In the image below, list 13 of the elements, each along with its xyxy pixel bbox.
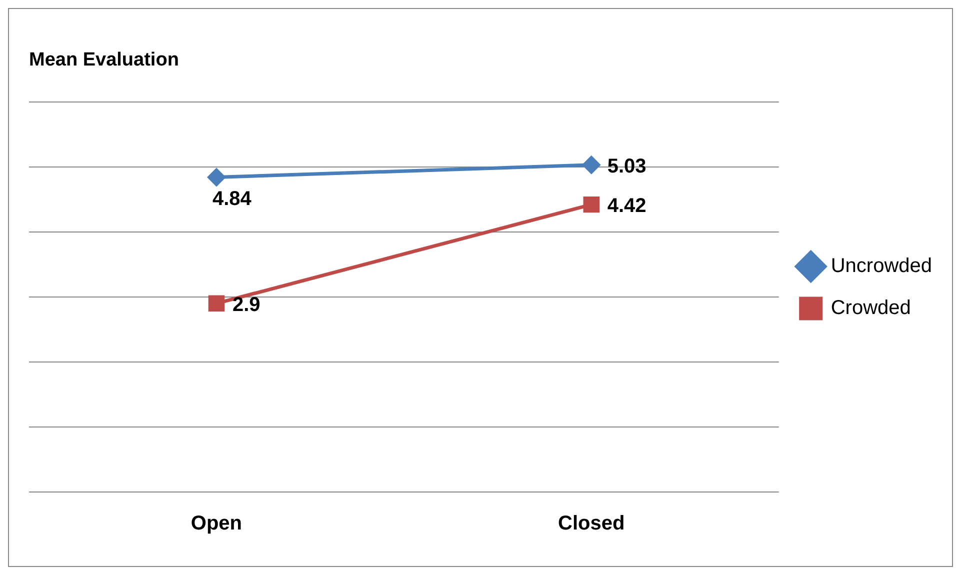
- chart-title: Mean Evaluation: [29, 50, 179, 71]
- point: [582, 156, 600, 174]
- data-label: 5.03: [607, 155, 646, 178]
- x-tick-label: Open: [190, 512, 242, 535]
- point: [583, 196, 600, 213]
- legend-label: Crowded: [830, 297, 911, 320]
- data-label: 4.84: [212, 188, 252, 210]
- legend-label: Uncrowded: [830, 255, 932, 278]
- data-label: 2.9: [232, 294, 260, 316]
- data-label: 4.42: [607, 195, 646, 218]
- point: [208, 295, 225, 312]
- point: [208, 168, 226, 186]
- x-tick-label: Closed: [558, 512, 625, 535]
